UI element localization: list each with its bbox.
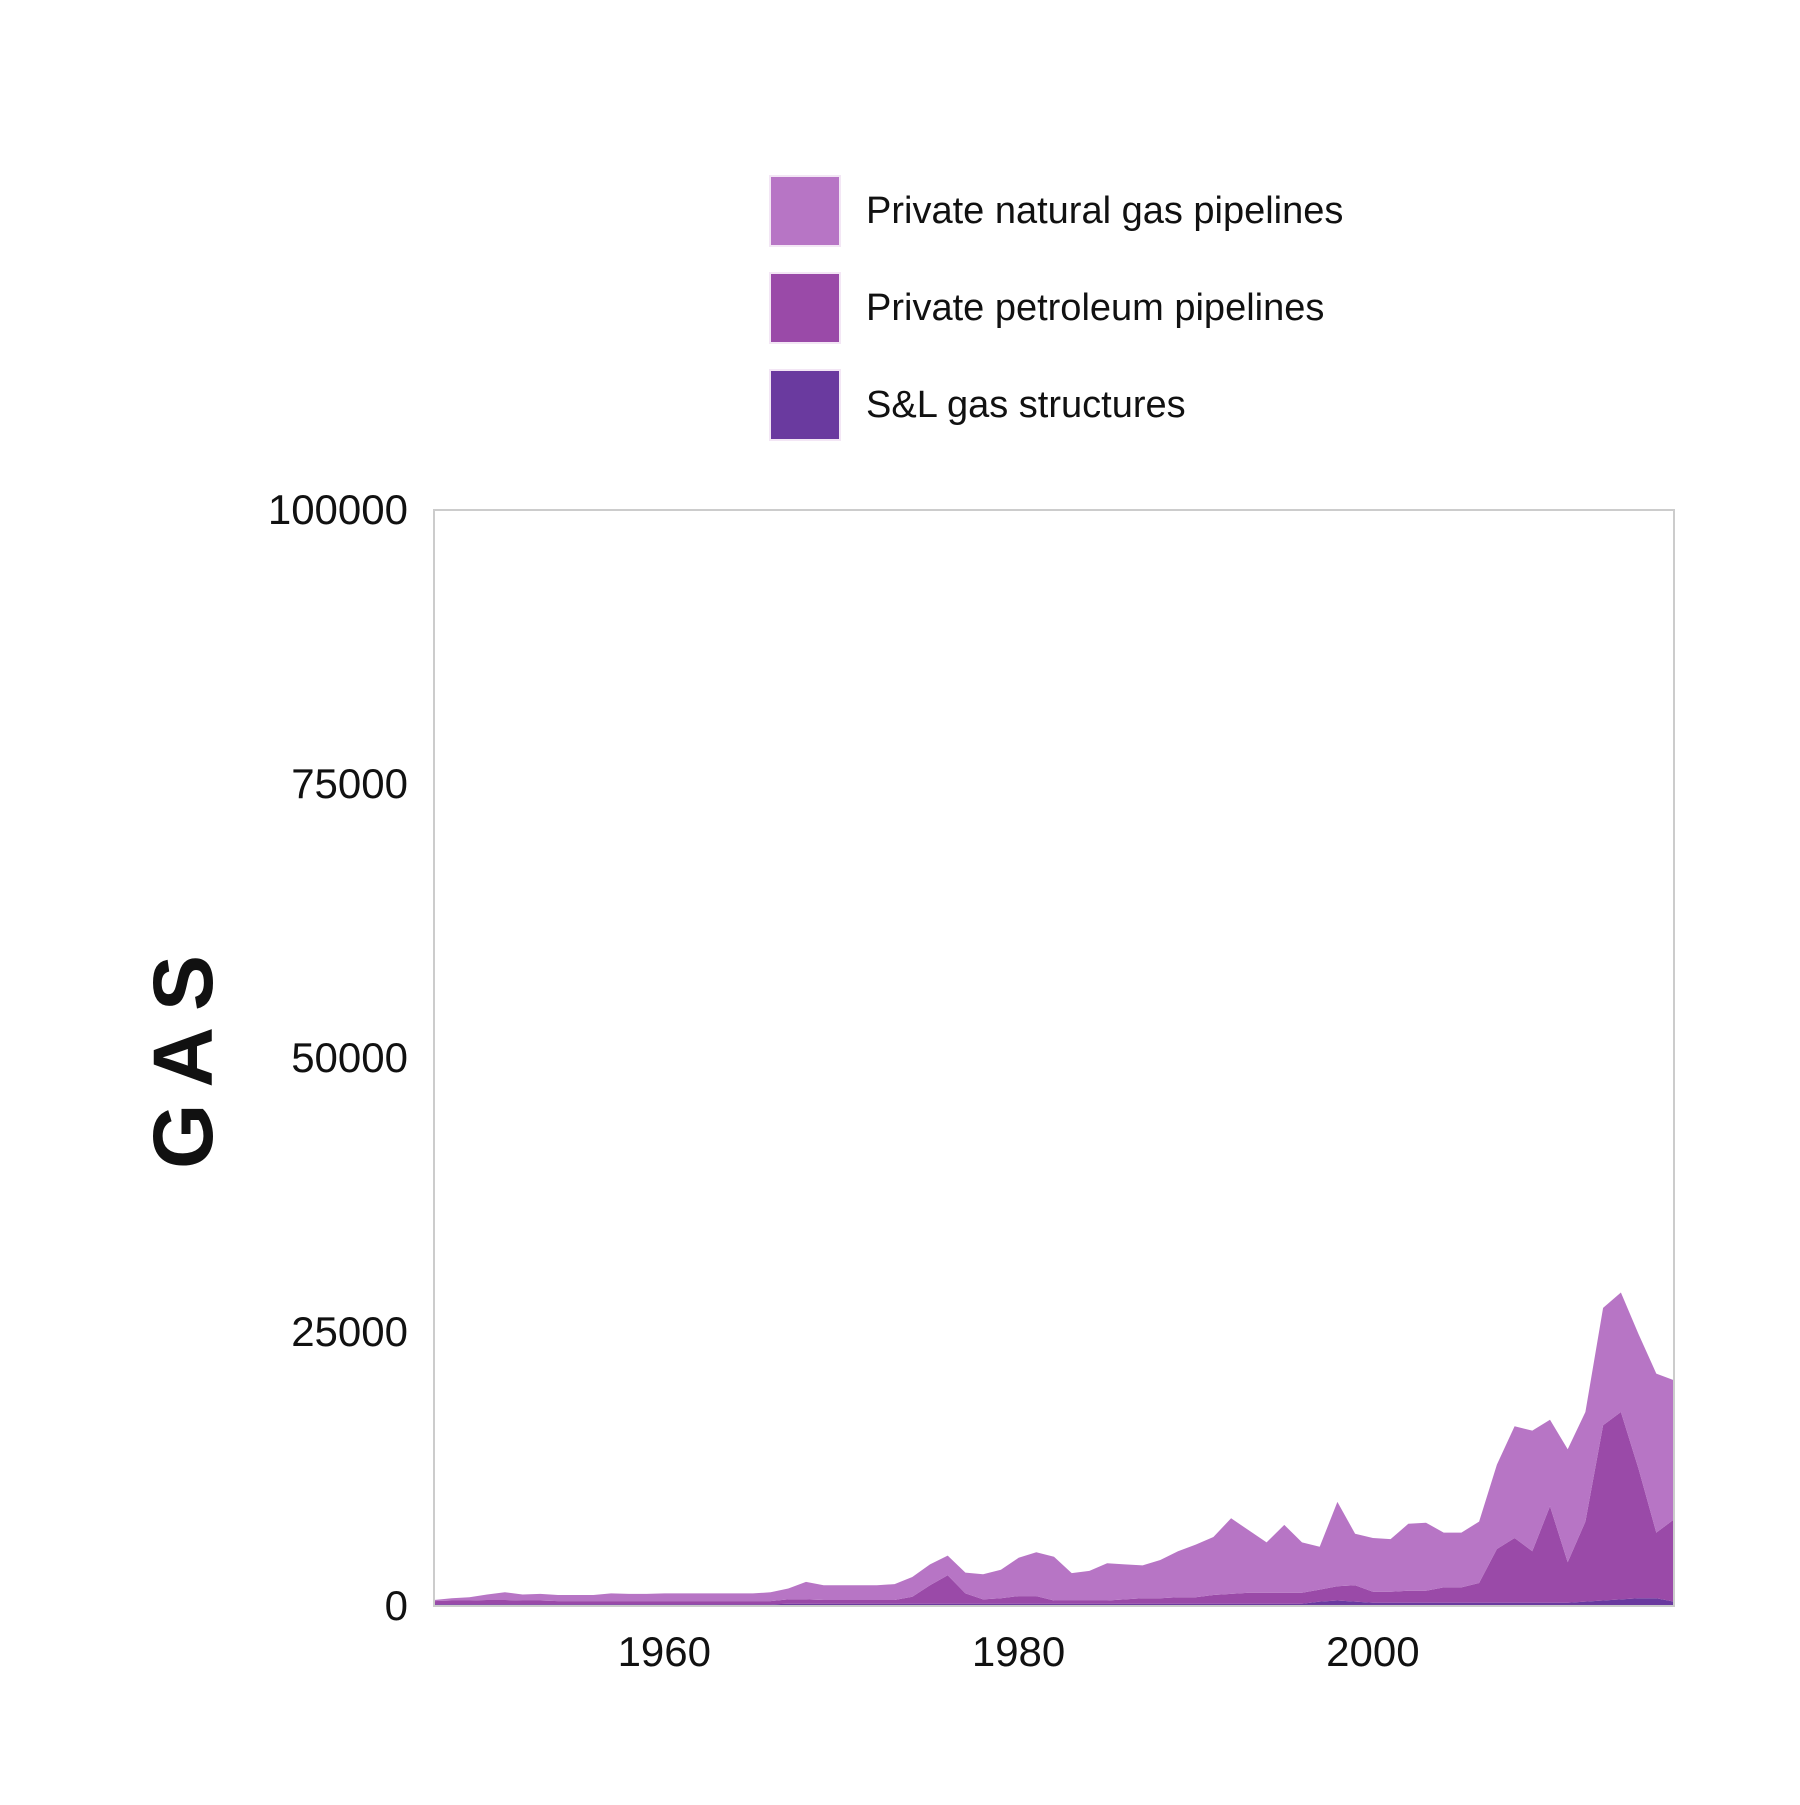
y-tick-label: 100000	[268, 486, 408, 533]
legend-label: Private petroleum pipelines	[866, 287, 1324, 329]
area-private-petroleum-pipelines	[434, 1412, 1674, 1605]
x-axis-ticks: 1960 1980 2000	[618, 1628, 1420, 1675]
legend-label: S&L gas structures	[866, 384, 1186, 426]
area-s-l-gas-structures	[434, 1598, 1674, 1606]
legend-swatch	[769, 369, 841, 441]
y-tick-label: 75000	[291, 760, 408, 807]
plot-frame	[433, 509, 1675, 1607]
y-tick-label: 25000	[291, 1308, 408, 1355]
y-axis-ticks: 0 25000 50000 75000 100000	[268, 486, 408, 1629]
legend-swatch	[769, 272, 841, 344]
x-tick-label: 2000	[1326, 1628, 1419, 1675]
legend-label: Private natural gas pipelines	[866, 190, 1343, 232]
y-axis-label: GAS	[136, 939, 230, 1169]
series-areas	[434, 1292, 1674, 1606]
x-tick-label: 1980	[972, 1628, 1065, 1675]
x-tick-label: 1960	[618, 1628, 711, 1675]
legend-swatch	[769, 175, 841, 247]
y-tick-label: 0	[385, 1582, 408, 1629]
legend: Private natural gas pipelines Private pet…	[769, 175, 1343, 441]
y-tick-label: 50000	[291, 1034, 408, 1081]
area-private-natural-gas-pipelines	[434, 1292, 1674, 1602]
